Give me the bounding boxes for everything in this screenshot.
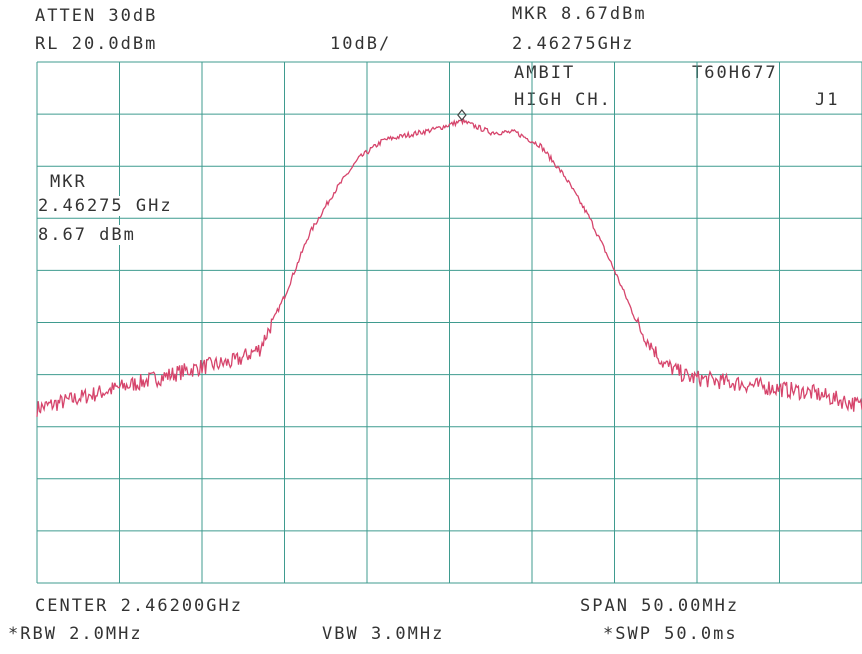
tag-label: J1 [815,90,840,110]
model-label: T60H677 [692,63,778,83]
atten-label: ATTEN 30dB [35,6,158,26]
marker-box-freq: 2.46275 GHz [38,196,177,216]
scale-label: 10dB/ [330,34,392,54]
graticule [36,61,862,584]
ref-level-label: RL 20.0dBm [35,34,158,54]
rbw-label: *RBW 2.0MHz [8,624,143,644]
marker-freq-label: 2.46275GHz [512,34,635,54]
spectrum-trace [36,117,862,417]
channel-label: HIGH CH. [514,90,612,110]
marker-level-label: MKR 8.67dBm [512,4,647,24]
marker-box-level: 8.67 dBm [38,225,140,245]
device-label: AMBIT [514,63,576,83]
marker-box-title: MKR [50,172,87,192]
vbw-label: VBW 3.0MHz [322,624,445,644]
span-label: SPAN 50.00MHz [580,596,740,616]
center-freq-label: CENTER 2.46200GHz [35,596,243,616]
sweep-label: *SWP 50.0ms [603,624,738,644]
marker-diamond-icon [457,109,467,121]
